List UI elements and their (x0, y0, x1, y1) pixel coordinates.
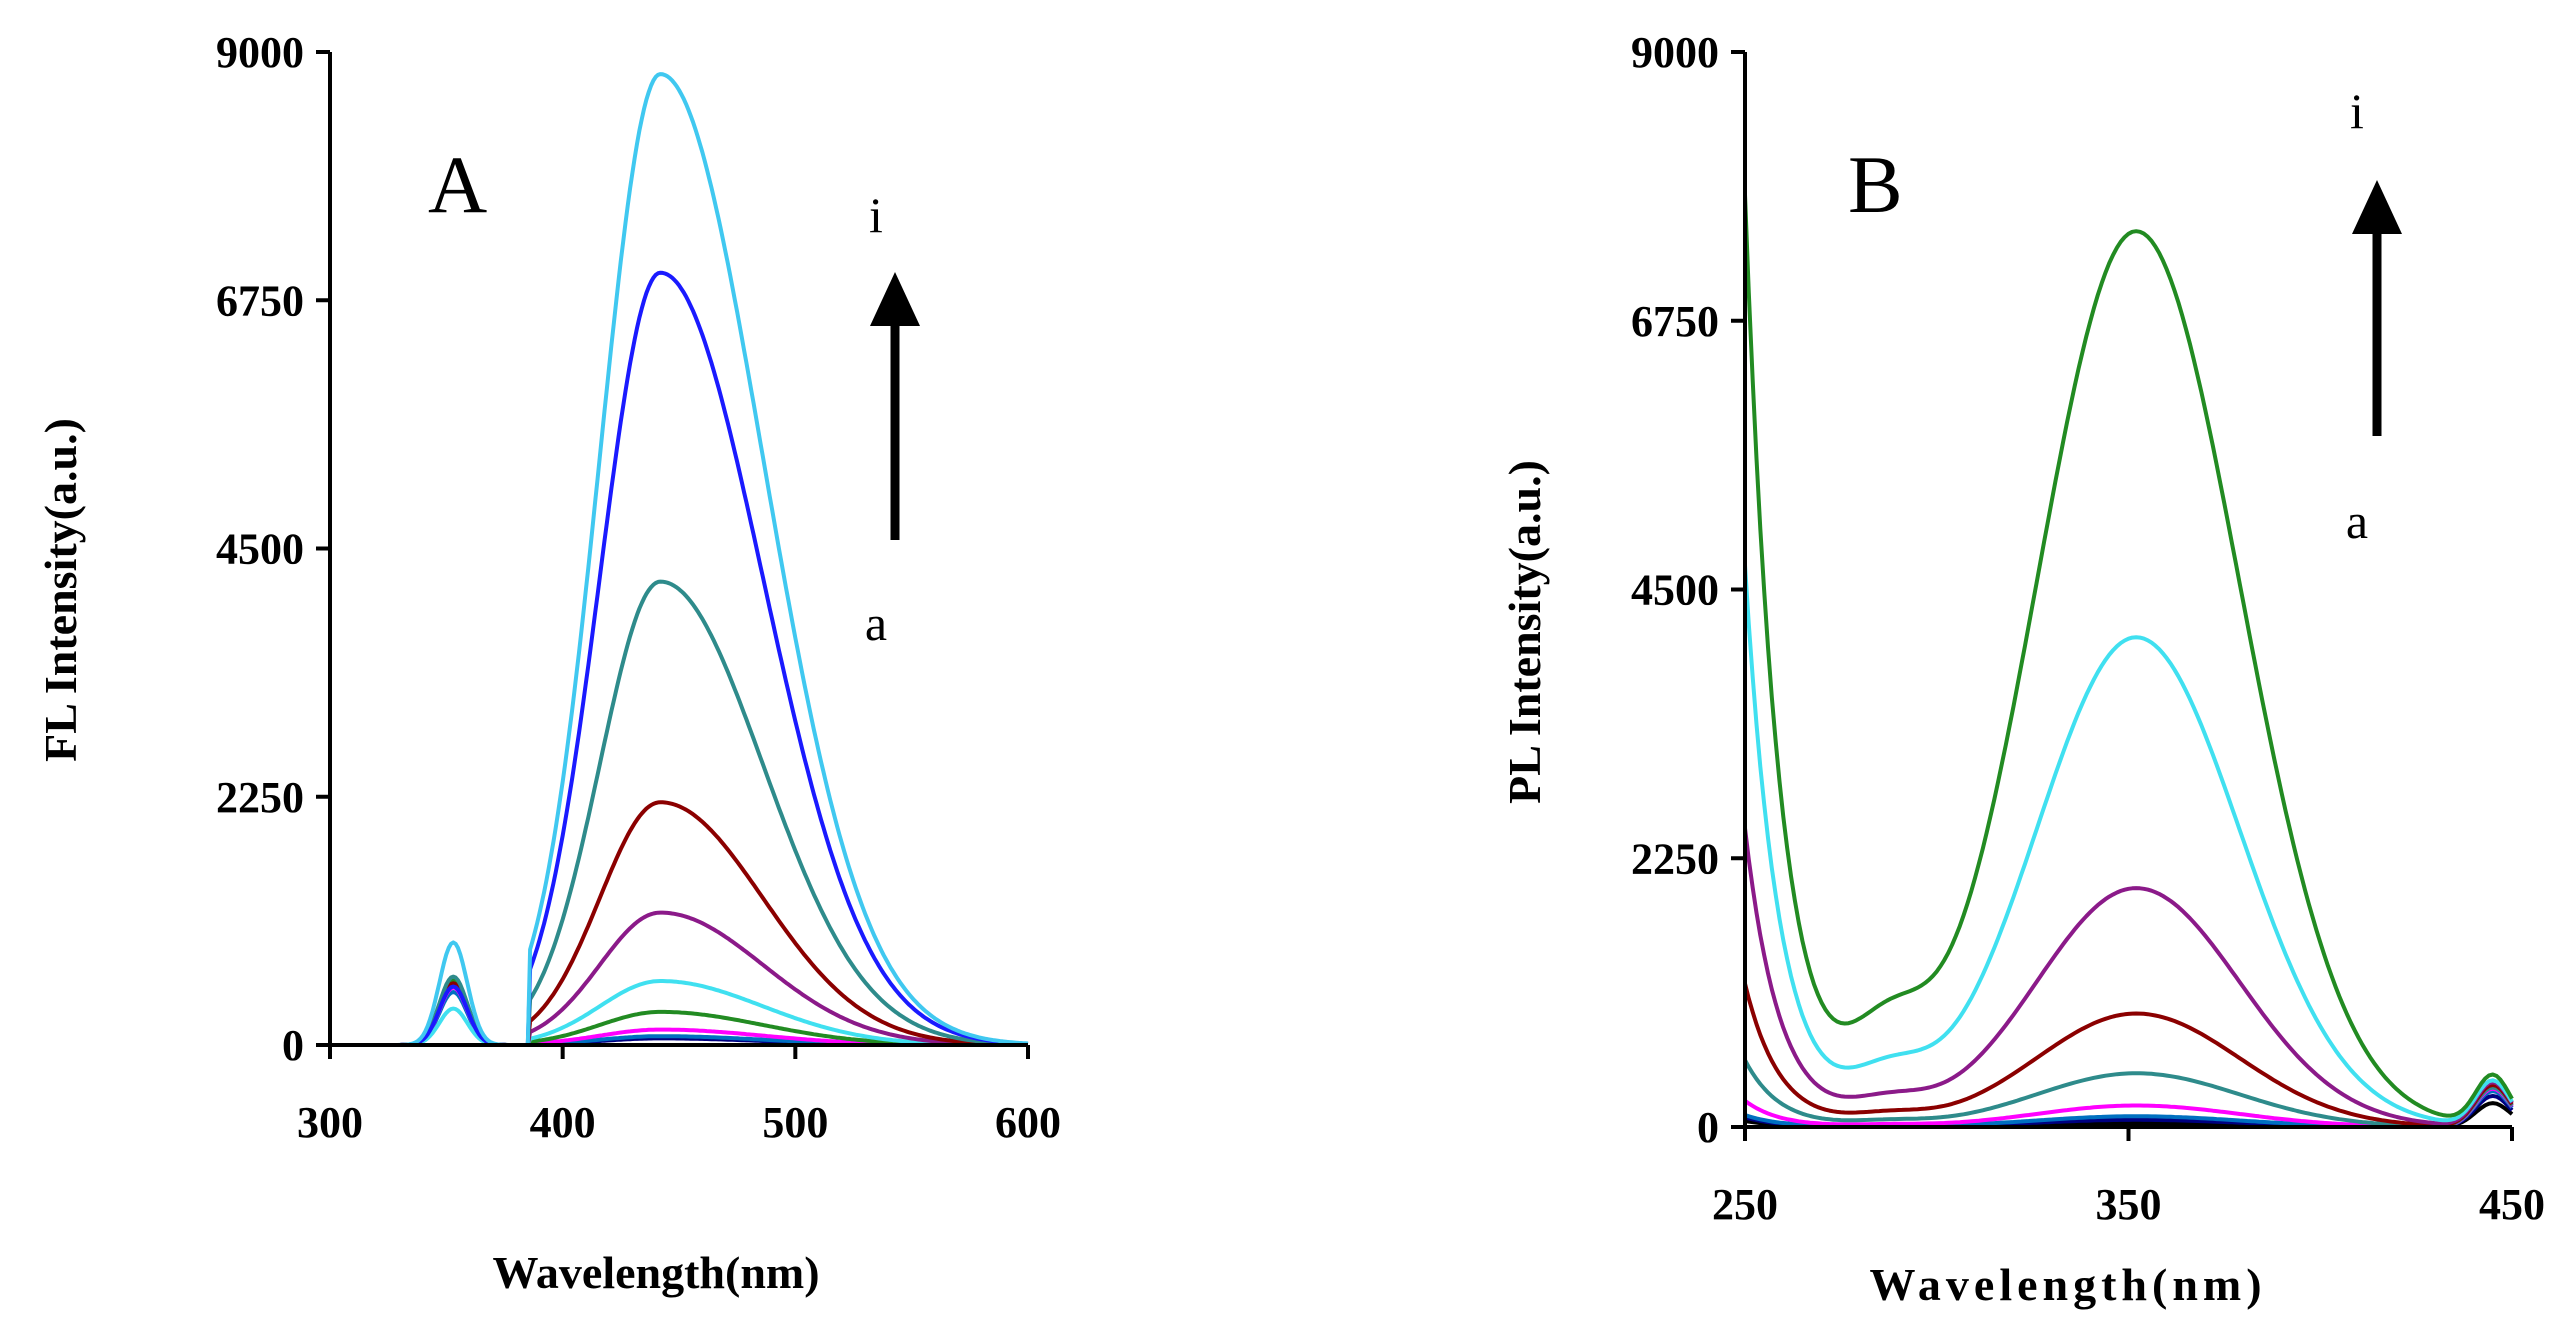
chart-a-series-group (330, 72, 1029, 1047)
chart-b-y-tick-label: 9000 (1631, 28, 1719, 77)
chart-a-series-h-line (330, 579, 1029, 1047)
chart-a-y-tick-label: 2250 (216, 773, 304, 822)
chart-a-series-i-line (330, 270, 1029, 1047)
chart-b-series-h-line (1743, 565, 2514, 1123)
chart-b-y-tick-label: 6750 (1631, 297, 1719, 346)
chart-panel-a: 0 2250 4500 6750 9000 300 400 500 600 A Waveleng… (35, 28, 1061, 1298)
chart-b-series-e-line (1743, 1059, 2514, 1128)
chart-b-x-tick-label: 450 (2479, 1180, 2545, 1229)
chart-b-arrow-start-label: a (2346, 493, 2368, 549)
chart-b-panel-letter: B (1848, 139, 1903, 230)
chart-a-trend-arrow (870, 272, 920, 540)
chart-a-x-tick-label: 400 (530, 1098, 596, 1147)
chart-a-axes (316, 50, 1030, 1059)
chart-a-x-tick-label: 300 (297, 1098, 363, 1147)
chart-b-axes (1731, 50, 2514, 1141)
chart-a-tick-labels: 0 2250 4500 6750 9000 300 400 500 600 (216, 28, 1061, 1147)
chart-b-tick-labels: 0 2250 4500 6750 9000 250 350 450 (1631, 28, 2545, 1229)
chart-a-y-tick-label: 9000 (216, 28, 304, 77)
chart-a-series-e-line (330, 979, 1028, 1047)
chart-b-x-tick-label: 350 (2096, 1180, 2162, 1229)
chart-a-arrow-end-label: i (869, 187, 883, 243)
chart-b-series-group (1743, 194, 2514, 1129)
chart-b-y-tick-label: 4500 (1631, 566, 1719, 615)
chart-b-y-tick-label: 0 (1697, 1103, 1719, 1152)
chart-b-y-tick-label: 2250 (1631, 834, 1719, 883)
chart-b-series-f-line (1743, 983, 2514, 1128)
chart-b-y-axis-title: PL Intensity(a.u.) (1499, 460, 1550, 804)
chart-b-arrow-end-label: i (2350, 83, 2364, 139)
chart-a-arrow-start-label: a (865, 595, 887, 651)
chart-a-x-axis-title: Wavelength(nm) (492, 1247, 819, 1298)
chart-a-y-tick-label: 6750 (216, 276, 304, 325)
chart-a-x-tick-label: 500 (762, 1098, 828, 1147)
chart-b-series-i-line (1743, 194, 2514, 1118)
chart-panel-b: 0 2250 4500 6750 9000 250 350 450 B Wavelength(… (1499, 28, 2545, 1310)
chart-b-series-g-line (1743, 828, 2514, 1126)
chart-a-y-tick-label: 0 (282, 1021, 304, 1070)
chart-a-y-axis-title: FL Intensity(a.u.) (35, 418, 86, 762)
chart-b-trend-arrow (2352, 180, 2402, 436)
chart-a-series-j-line (330, 72, 1029, 1047)
chart-a-y-tick-label: 4500 (216, 525, 304, 574)
chart-a-x-tick-label: 600 (995, 1098, 1061, 1147)
chart-b-x-axis-title: Wavelength(nm) (1869, 1259, 2266, 1310)
chart-b-x-tick-label: 250 (1712, 1180, 1778, 1229)
chart-a-panel-letter: A (428, 139, 487, 230)
